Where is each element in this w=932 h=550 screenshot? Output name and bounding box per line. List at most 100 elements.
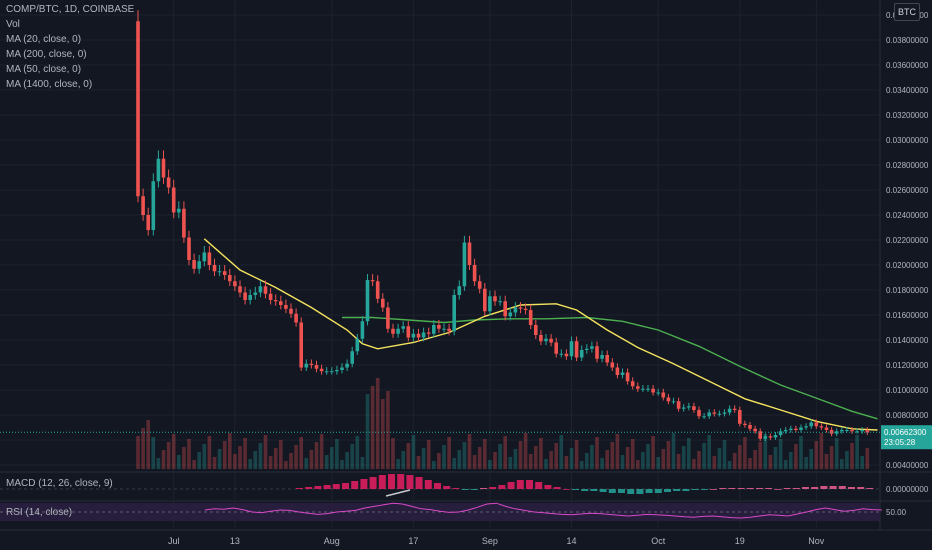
volume-bar: [809, 449, 813, 469]
candle-body: [299, 322, 303, 368]
ma20-line: [203, 238, 878, 431]
candle-body: [381, 298, 385, 308]
legend-vol[interactable]: Vol: [6, 19, 20, 30]
currency-button[interactable]: BTC: [894, 3, 920, 21]
candle-body: [477, 281, 482, 289]
macd-histogram-bar: [802, 487, 809, 489]
candle-body: [585, 348, 589, 350]
macd-histogram-bar: [618, 489, 625, 493]
legend-ma1400[interactable]: MA (1400, close, 0): [6, 79, 93, 90]
candle-body: [646, 388, 650, 390]
volume-bar: [697, 451, 701, 469]
candle-body: [319, 368, 324, 372]
macd-histogram-bar: [765, 488, 773, 489]
volume-bar: [773, 447, 778, 469]
volume-bar: [513, 449, 518, 469]
macd-histogram-bar: [296, 488, 303, 489]
y-tick-label: 0.03600000: [886, 61, 929, 70]
legend-ma20[interactable]: MA (20, close, 0): [6, 34, 82, 45]
candle-body: [391, 328, 395, 334]
volume-bar: [192, 460, 196, 469]
volume-bar: [727, 461, 732, 469]
candle-body: [187, 237, 191, 260]
candle-body: [845, 430, 849, 431]
macd-histogram-bar: [700, 489, 708, 490]
volume-bar: [284, 461, 288, 469]
candle-body: [238, 286, 242, 293]
candle-body: [457, 286, 462, 295]
candle-body: [171, 187, 176, 213]
candle-body: [503, 301, 507, 317]
x-tick-label: Aug: [324, 536, 340, 546]
macd-histogram-bar: [645, 489, 653, 493]
macd-histogram-bar: [737, 488, 745, 489]
volume-bar: [207, 436, 212, 469]
volume-bar: [258, 443, 263, 469]
macd-histogram-bar: [811, 487, 819, 489]
legend-macd[interactable]: MACD (12, 26, close, 9): [6, 478, 113, 489]
volume-bar: [243, 438, 247, 469]
y-tick-label: 0.01200000: [886, 361, 929, 370]
candle-body: [345, 363, 349, 368]
legend-ma200[interactable]: MA (200, close, 0): [6, 49, 87, 60]
volume-bar: [386, 391, 390, 469]
macd-histogram-bar: [470, 489, 478, 490]
candle-body: [574, 341, 579, 358]
volume-bar: [508, 457, 513, 469]
candle-body: [630, 381, 635, 387]
macd-histogram-bar: [829, 486, 837, 489]
legend-ma50[interactable]: MA (50, close, 0): [6, 64, 82, 75]
candle-body: [268, 293, 273, 300]
macd-histogram-bar: [489, 487, 497, 489]
candle-body: [350, 351, 354, 364]
candle-body: [676, 401, 681, 409]
volume-bar: [819, 433, 824, 469]
candle-body: [365, 280, 370, 322]
volume-bar: [299, 437, 303, 469]
macd-histogram-bar: [397, 474, 405, 489]
candle-body: [416, 333, 421, 338]
volume-bar: [141, 428, 145, 469]
macd-histogram-bar: [360, 479, 368, 489]
volume-bar: [350, 444, 354, 469]
macd-histogram-bar: [719, 488, 727, 489]
candle-body: [355, 338, 360, 352]
legend-rsi[interactable]: RSI (14, close): [6, 507, 73, 518]
macd-histogram-bar: [820, 486, 828, 489]
candle-body: [386, 307, 390, 329]
candle-body: [432, 325, 436, 334]
volume-bar: [360, 457, 365, 469]
candle-body: [661, 392, 666, 398]
macd-signal-segment: [385, 489, 411, 497]
candle-body: [197, 261, 201, 269]
y-tick-label: 0.01000000: [886, 386, 929, 395]
volume-bar: [304, 458, 309, 469]
candle-body: [799, 427, 803, 430]
candle-body: [692, 406, 696, 410]
macd-histogram-bar: [783, 488, 791, 489]
volume-bar: [330, 447, 334, 469]
macd-histogram-bar: [415, 477, 423, 489]
volume-bar: [610, 442, 615, 469]
volume-bar: [488, 460, 492, 469]
volume-bar: [289, 453, 293, 469]
x-tick-label: Oct: [651, 536, 666, 546]
ma50-path: [342, 316, 878, 420]
volume-bar: [171, 434, 176, 469]
candle-body: [166, 177, 171, 188]
macd-axis-label: 0.00000000: [886, 485, 929, 494]
candle-body: [814, 422, 819, 427]
volume-bar: [834, 438, 839, 469]
volume-bar: [411, 435, 416, 469]
macd-histogram-bar: [461, 489, 469, 490]
volume-bar: [177, 455, 181, 469]
candle-body: [228, 275, 232, 282]
candle-body: [294, 313, 298, 323]
candle-body: [370, 280, 375, 282]
volume-bar: [212, 457, 217, 469]
volume-bar: [477, 447, 482, 469]
candle-body: [763, 436, 768, 439]
candle-body: [248, 295, 252, 300]
candle-body: [840, 430, 844, 432]
